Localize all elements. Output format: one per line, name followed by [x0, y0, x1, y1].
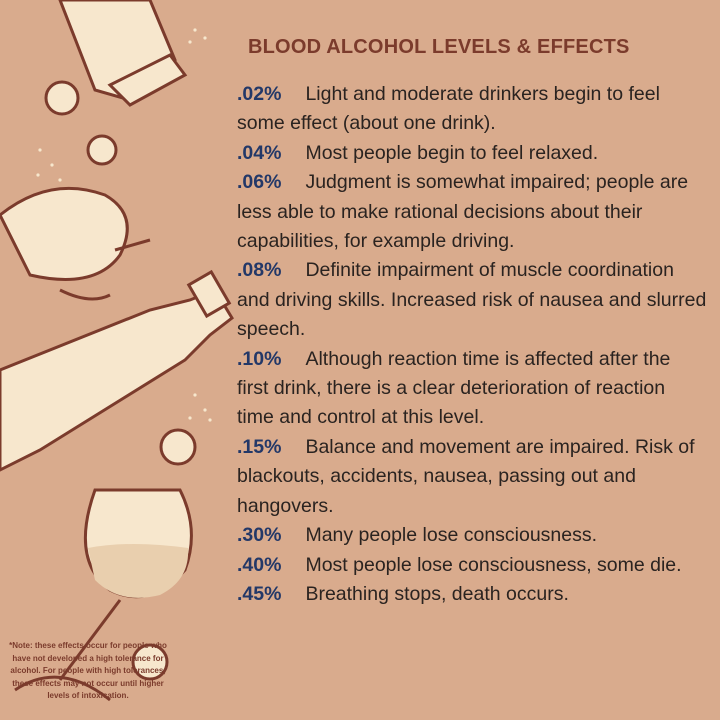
wine-base [14, 675, 111, 702]
wine-base [59, 288, 111, 301]
bottle [0, 288, 234, 472]
wine-glass [0, 186, 129, 281]
level-value: .10% [237, 347, 282, 370]
level-entry: .08% Definite impairment of muscle coordi… [237, 256, 707, 344]
level-value: .30% [237, 524, 282, 547]
level-value: .06% [237, 171, 282, 194]
level-effect: Although reaction time is affected after… [237, 347, 671, 429]
level-entry: .15% Balance and movement are impaired. R… [237, 433, 707, 521]
level-entry: .30% Many people lose consciousness. [237, 521, 707, 550]
level-entry: .04% Most people begin to feel relaxed. [237, 139, 707, 168]
bubble [159, 428, 197, 466]
level-value: .40% [237, 553, 282, 576]
wine [88, 544, 189, 598]
level-effect: Most people lose consciousness, some die… [305, 553, 682, 576]
level-entry: .10% Although reaction time is affected a… [237, 345, 707, 433]
level-effect: Light and moderate drinkers begin to fee… [237, 83, 660, 135]
bubble [44, 80, 80, 116]
level-effect: Judgment is somewhat impaired; people ar… [237, 171, 689, 253]
bubble [86, 134, 118, 166]
level-effect: Most people begin to feel relaxed. [305, 141, 599, 164]
glass-base [107, 53, 188, 107]
level-value: .45% [237, 582, 282, 605]
level-value: .02% [237, 83, 282, 105]
level-effect: Balance and movement are impaired. Risk … [237, 435, 695, 517]
level-entry: .06% Judgment is somewhat impaired; peopl… [237, 168, 707, 256]
title: BLOOD ALCOHOL LEVELS & EFFECTS [248, 36, 630, 58]
level-entry: .40% Most people lose consciousness, some… [237, 551, 707, 580]
note: *Note: these effects occur for people wh… [9, 641, 167, 700]
level-entry: .02% Light and moderate drinkers begin to… [237, 80, 707, 139]
wine-stem [58, 599, 122, 681]
level-entry: .45% Breathing stops, death occurs. [237, 580, 707, 609]
level-value: .04% [237, 141, 282, 164]
level-value: .15% [237, 435, 282, 458]
level-effect: Definite impairment of muscle coordinati… [237, 259, 707, 341]
levels-list: .02% Light and moderate drinkers begin to… [237, 80, 707, 609]
bubble [131, 643, 169, 681]
dots [36, 28, 212, 422]
bottle-cork [186, 269, 232, 319]
level-value: .08% [237, 259, 282, 282]
wine-stem [114, 238, 151, 252]
level-effect: Many people lose consciousness. [305, 524, 598, 547]
level-effect: Breathing stops, death occurs. [305, 582, 569, 605]
